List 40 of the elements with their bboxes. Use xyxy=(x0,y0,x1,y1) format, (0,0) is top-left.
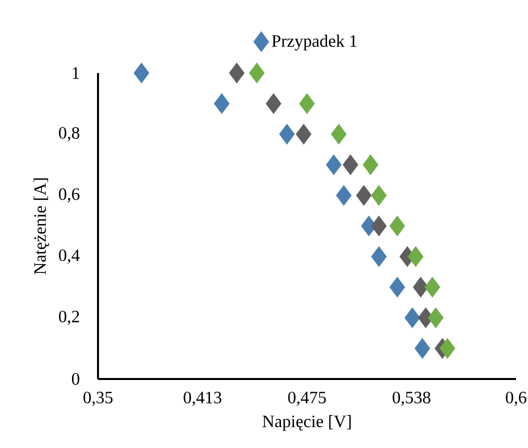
y-tick-label: 0,4 xyxy=(58,249,80,264)
point xyxy=(424,276,440,298)
point xyxy=(356,185,372,206)
point xyxy=(266,93,282,114)
point xyxy=(336,185,352,206)
point xyxy=(299,93,315,114)
y-tick-label: 0,2 xyxy=(58,310,80,325)
point xyxy=(342,154,358,176)
point xyxy=(362,154,378,176)
point xyxy=(371,216,387,236)
point xyxy=(428,308,444,328)
point xyxy=(412,276,428,298)
x-axis-title: Napięcie [V] xyxy=(262,415,351,431)
point xyxy=(390,276,406,298)
x-tick-label: 0,6 xyxy=(506,392,526,406)
point xyxy=(229,62,245,84)
point xyxy=(279,124,295,144)
y-axis-title: Natężenie [A] xyxy=(34,178,50,274)
point xyxy=(371,185,387,206)
y-tick-label: 1 xyxy=(72,67,79,79)
y-tick-label: 0,8 xyxy=(58,127,80,142)
y-tick-label: 0 xyxy=(72,373,80,385)
x-tick-label: 0,35 xyxy=(84,392,112,406)
point xyxy=(296,124,312,144)
point xyxy=(331,124,347,144)
point xyxy=(326,154,342,176)
point xyxy=(249,62,265,84)
y-tick-label: 0,6 xyxy=(58,188,80,202)
point xyxy=(408,246,424,267)
point xyxy=(390,216,406,236)
point xyxy=(134,62,150,84)
x-tick-label: 0,475 xyxy=(288,392,326,406)
point xyxy=(440,338,456,359)
point xyxy=(404,308,420,328)
legend-label: Przypadek 1 xyxy=(272,34,357,50)
x-tick-label: 0,538 xyxy=(392,392,430,406)
x-tick-label: 0,413 xyxy=(184,392,222,406)
point xyxy=(414,338,430,359)
point xyxy=(214,93,230,114)
point xyxy=(371,246,387,267)
